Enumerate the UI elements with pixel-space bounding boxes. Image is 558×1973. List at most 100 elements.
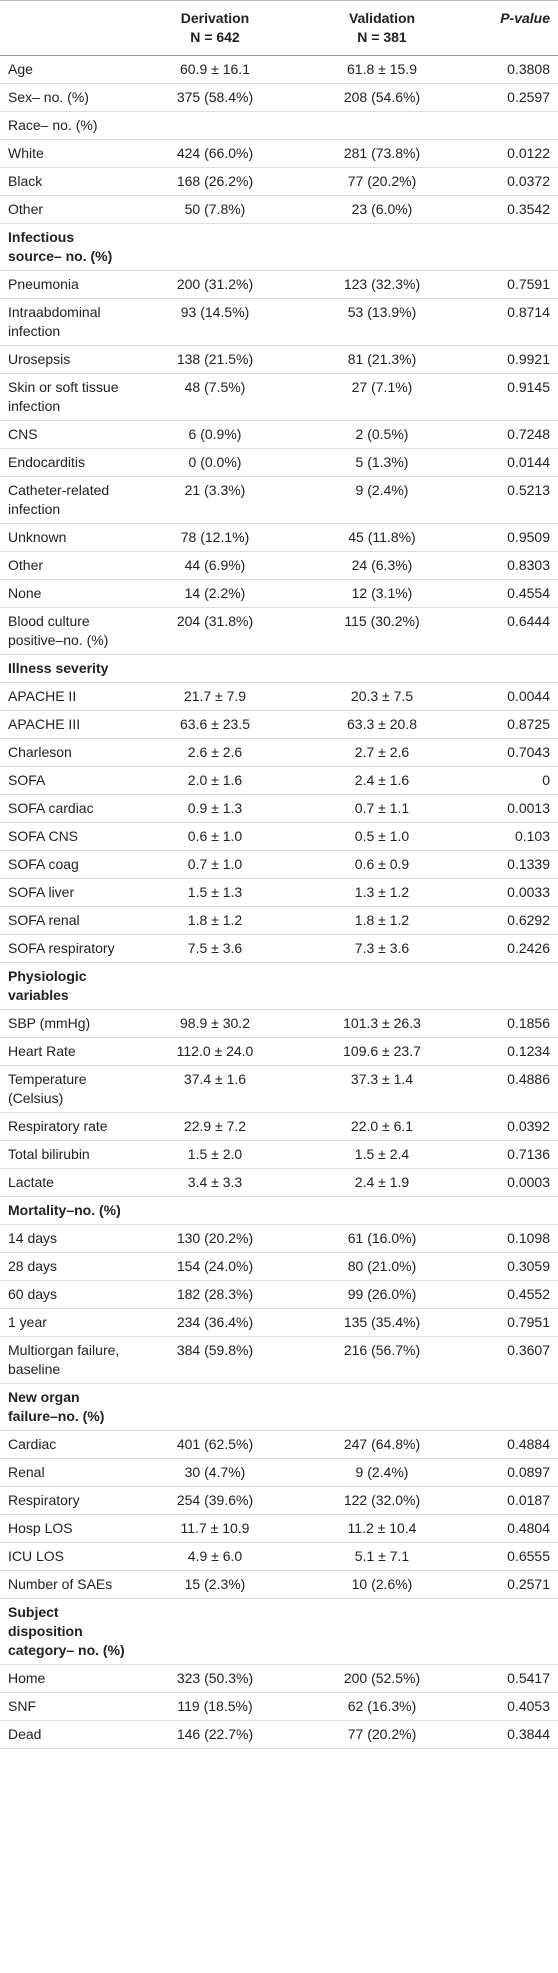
row-label: Hosp LOS	[0, 1514, 133, 1543]
table-row: Hosp LOS 11.7 ± 10.9 11.2 ± 10.4 0.4804	[0, 1514, 558, 1543]
table-row: Subject disposition category– no. (%)	[0, 1598, 558, 1665]
value-cell: 81 (21.3%)	[297, 345, 467, 374]
p-value: 0.0144	[467, 448, 558, 477]
value-cell: 60.9 ± 16.1	[133, 55, 297, 84]
row-label: SOFA coag	[0, 850, 133, 879]
value-cell: 9 (2.4%)	[297, 1458, 467, 1487]
header-cell: Derivation N = 642	[133, 0, 297, 56]
empty-cell	[133, 1598, 297, 1665]
value-cell: 4.9 ± 6.0	[133, 1542, 297, 1571]
p-value: 0.7951	[467, 1308, 558, 1337]
table-row: APACHE III 63.6 ± 23.5 63.3 ± 20.8 0.8725	[0, 710, 558, 739]
value-cell: 112.0 ± 24.0	[133, 1037, 297, 1066]
value-cell: 0.7 ± 1.1	[297, 794, 467, 823]
table-row: SOFA cardiac 0.9 ± 1.3 0.7 ± 1.1 0.0013	[0, 794, 558, 823]
value-cell: 0 (0.0%)	[133, 448, 297, 477]
table-row: Total bilirubin 1.5 ± 2.0 1.5 ± 2.4 0.7136	[0, 1140, 558, 1169]
p-value: 0.2426	[467, 934, 558, 963]
empty-cell	[467, 223, 558, 271]
value-cell: 2 (0.5%)	[297, 420, 467, 449]
empty-cell	[133, 111, 297, 140]
row-label: Lactate	[0, 1168, 133, 1197]
table-row: Home 323 (50.3%) 200 (52.5%) 0.5417	[0, 1664, 558, 1693]
section-label: Infectious source– no. (%)	[0, 223, 133, 271]
value-cell: 61.8 ± 15.9	[297, 55, 467, 84]
row-label: Renal	[0, 1458, 133, 1487]
table-row: Respiratory 254 (39.6%) 122 (32.0%) 0.0187	[0, 1486, 558, 1515]
value-cell: 109.6 ± 23.7	[297, 1037, 467, 1066]
empty-cell	[297, 1196, 467, 1225]
empty-cell	[133, 962, 297, 1010]
value-cell: 14 (2.2%)	[133, 579, 297, 608]
p-value: 0.6444	[467, 607, 558, 655]
section-label: Physiologic variables	[0, 962, 133, 1010]
value-cell: 22.9 ± 7.2	[133, 1112, 297, 1141]
table-row: Race– no. (%)	[0, 111, 558, 140]
table-row: Age 60.9 ± 16.1 61.8 ± 15.9 0.3808	[0, 55, 558, 84]
empty-cell	[467, 111, 558, 140]
row-label: Age	[0, 55, 133, 84]
row-label: SOFA	[0, 766, 133, 795]
value-cell: 401 (62.5%)	[133, 1430, 297, 1459]
table-row: Physiologic variables	[0, 962, 558, 1010]
value-cell: 154 (24.0%)	[133, 1252, 297, 1281]
p-value: 0.0044	[467, 682, 558, 711]
p-value: 0.8714	[467, 298, 558, 346]
value-cell: 1.8 ± 1.2	[133, 906, 297, 935]
p-value: 0.0003	[467, 1168, 558, 1197]
row-label: Temperature (Celsius)	[0, 1065, 133, 1113]
row-label: SBP (mmHg)	[0, 1009, 133, 1038]
table-row: Pneumonia 200 (31.2%) 123 (32.3%) 0.7591	[0, 270, 558, 299]
table-row: 28 days 154 (24.0%) 80 (21.0%) 0.3059	[0, 1252, 558, 1281]
table-row: Sex– no. (%) 375 (58.4%) 208 (54.6%) 0.2597	[0, 83, 558, 112]
value-cell: 384 (59.8%)	[133, 1336, 297, 1384]
row-label: Multiorgan failure, baseline	[0, 1336, 133, 1384]
table-row: SBP (mmHg) 98.9 ± 30.2 101.3 ± 26.3 0.1856	[0, 1009, 558, 1038]
value-cell: 53 (13.9%)	[297, 298, 467, 346]
p-value: 0.4552	[467, 1280, 558, 1309]
value-cell: 168 (26.2%)	[133, 167, 297, 196]
table-row: 60 days 182 (28.3%) 99 (26.0%) 0.4552	[0, 1280, 558, 1309]
row-label: SOFA liver	[0, 878, 133, 907]
value-cell: 119 (18.5%)	[133, 1692, 297, 1721]
value-cell: 115 (30.2%)	[297, 607, 467, 655]
table-row: Skin or soft tissue infection 48 (7.5%) 27…	[0, 373, 558, 421]
table-row: 1 year 234 (36.4%) 135 (35.4%) 0.7951	[0, 1308, 558, 1337]
row-label: SOFA renal	[0, 906, 133, 935]
table-row: SOFA respiratory 7.5 ± 3.6 7.3 ± 3.6 0.2426	[0, 934, 558, 963]
row-label: Sex– no. (%)	[0, 83, 133, 112]
p-value: 0.0187	[467, 1486, 558, 1515]
value-cell: 2.6 ± 2.6	[133, 738, 297, 767]
value-cell: 80 (21.0%)	[297, 1252, 467, 1281]
p-value: 0.0033	[467, 878, 558, 907]
header-empty	[0, 0, 133, 56]
row-label: Unknown	[0, 523, 133, 552]
row-label: APACHE II	[0, 682, 133, 711]
row-label: SNF	[0, 1692, 133, 1721]
row-label: 60 days	[0, 1280, 133, 1309]
value-cell: 50 (7.8%)	[133, 195, 297, 224]
table-row: Number of SAEs 15 (2.3%) 10 (2.6%) 0.2571	[0, 1570, 558, 1599]
p-value: 0.1339	[467, 850, 558, 879]
row-label: None	[0, 579, 133, 608]
table-row: Multiorgan failure, baseline 384 (59.8%) 2…	[0, 1336, 558, 1384]
empty-cell	[467, 1598, 558, 1665]
header-title: P-value	[500, 10, 550, 26]
row-label: Dead	[0, 1720, 133, 1749]
table-row: Respiratory rate 22.9 ± 7.2 22.0 ± 6.1 0.03…	[0, 1112, 558, 1141]
empty-cell	[467, 654, 558, 683]
table-row: SNF 119 (18.5%) 62 (16.3%) 0.4053	[0, 1692, 558, 1721]
p-value: 0.0122	[467, 139, 558, 168]
p-value: 0.3808	[467, 55, 558, 84]
p-value: 0.9509	[467, 523, 558, 552]
section-label: New organ failure–no. (%)	[0, 1383, 133, 1431]
row-label: Endocarditis	[0, 448, 133, 477]
section-label: Mortality–no. (%)	[0, 1196, 133, 1225]
table-row: 14 days 130 (20.2%) 61 (16.0%) 0.1098	[0, 1224, 558, 1253]
row-label: APACHE III	[0, 710, 133, 739]
value-cell: 2.4 ± 1.9	[297, 1168, 467, 1197]
table-row: Lactate 3.4 ± 3.3 2.4 ± 1.9 0.0003	[0, 1168, 558, 1197]
value-cell: 23 (6.0%)	[297, 195, 467, 224]
p-value: 0.6555	[467, 1542, 558, 1571]
